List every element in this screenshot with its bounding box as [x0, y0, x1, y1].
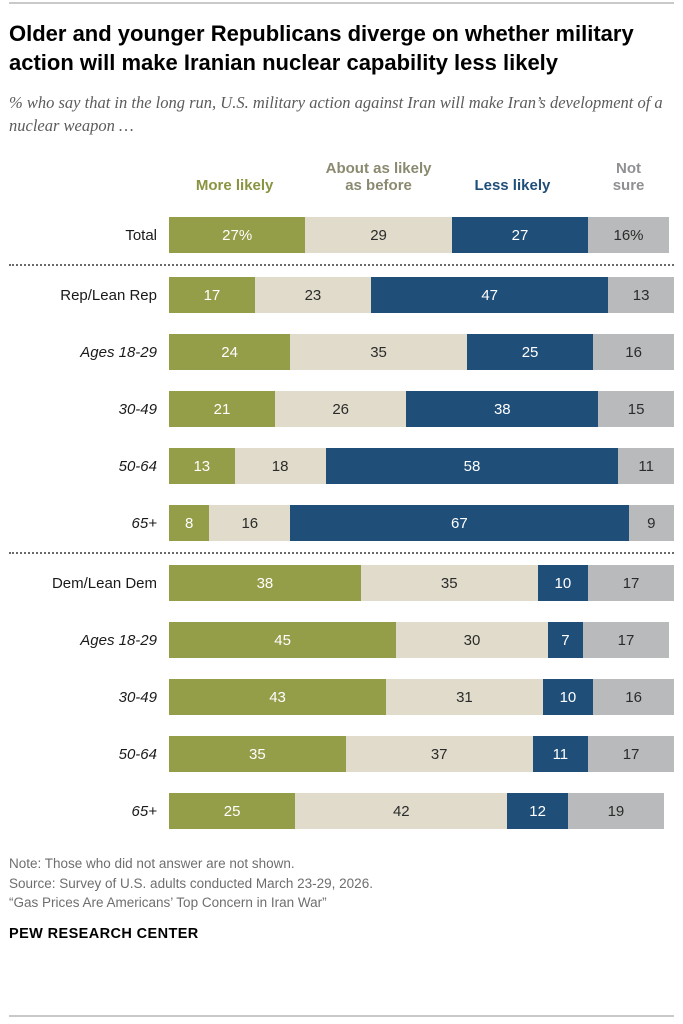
- bar-track: 27% 29 27 16%: [169, 217, 674, 254]
- chart-row: 65+ 25 42 12 19: [9, 793, 674, 830]
- bar-segment-more-likely: 8: [169, 505, 210, 542]
- bar-track: 24 35 25 16: [169, 334, 674, 371]
- row-label: 30-49: [118, 688, 157, 706]
- bar-segment-not-sure: 19: [567, 793, 664, 830]
- legend-more-likely: More likely: [195, 177, 274, 195]
- chart-row: Rep/Lean Rep 17 23 47 13: [9, 277, 674, 314]
- bar-segment-about-as-likely-as-before: 35: [290, 334, 467, 371]
- bar-segment-less-likely: 38: [406, 391, 599, 428]
- chart-rows: Total 27% 29 27 16% Rep/Lean Rep 17 23 47 13 Ages …: [9, 217, 674, 850]
- bar-segment-about-as-likely-as-before: 29: [305, 217, 452, 254]
- row-label: 65+: [131, 514, 157, 532]
- bar-segment-more-likely: 25: [169, 793, 296, 830]
- bar-segment-more-likely: 13: [169, 448, 235, 485]
- chart-notes: Note: Those who did not answer are not s…: [9, 854, 674, 913]
- bar-segment-about-as-likely-as-before: 23: [254, 277, 371, 314]
- chart-row: Ages 18-29 45 30 7 17: [9, 622, 674, 659]
- bar-segment-not-sure: 9: [628, 505, 674, 542]
- bar-segment-about-as-likely-as-before: 31: [386, 679, 543, 716]
- bar-segment-less-likely: 58: [325, 448, 619, 485]
- chart-title: Older and younger Republicans diverge on…: [9, 21, 634, 76]
- bar-segment-not-sure: 16: [593, 334, 674, 371]
- chart-row: 50-64 13 18 58 11: [9, 448, 674, 485]
- bar-segment-more-likely: 43: [169, 679, 387, 716]
- bar-segment-about-as-likely-as-before: 30: [396, 622, 548, 659]
- chart-row: Total 27% 29 27 16%: [9, 217, 674, 254]
- section-divider: [9, 552, 674, 555]
- bar-track: 43 31 10 16: [169, 679, 674, 716]
- row-label: Ages 18-29: [80, 631, 157, 649]
- legend-not-sure: Not sure: [612, 159, 645, 195]
- bar-segment-more-likely: 21: [169, 391, 276, 428]
- bar-segment-less-likely: 47: [370, 277, 609, 314]
- bar-segment-less-likely: 7: [547, 622, 584, 659]
- bar-track: 21 26 38 15: [169, 391, 674, 428]
- chart-row: 65+ 8 16 67 9: [9, 505, 674, 542]
- column-headers: More likely About as likely as before Le…: [169, 149, 674, 195]
- bar-track: 25 42 12 19: [169, 793, 674, 830]
- bar-segment-less-likely: 11: [532, 736, 589, 773]
- bar-segment-more-likely: 35: [169, 736, 346, 773]
- bar-segment-about-as-likely-as-before: 18: [234, 448, 326, 485]
- row-label: Total: [125, 226, 157, 244]
- chart-row: 50-64 35 37 11 17: [9, 736, 674, 773]
- row-label: 30-49: [118, 400, 157, 418]
- bottom-rule: [9, 1015, 674, 1017]
- bar-segment-not-sure: 17: [588, 565, 674, 602]
- chart-row: 30-49 21 26 38 15: [9, 391, 674, 428]
- report-title-text: “Gas Prices Are Americans’ Top Concern i…: [9, 895, 327, 911]
- bar-segment-not-sure: 11: [618, 448, 674, 485]
- chart-subtitle: % who say that in the long run, U.S. mil…: [9, 92, 663, 135]
- row-label: Dem/Lean Dem: [51, 574, 157, 592]
- chart-row: 30-49 43 31 10 16: [9, 679, 674, 716]
- row-label: 65+: [131, 802, 157, 820]
- bar-segment-less-likely: 67: [290, 505, 629, 542]
- bar-track: 35 37 11 17: [169, 736, 674, 773]
- bar-segment-more-likely: 38: [169, 565, 361, 602]
- bar-track: 45 30 7 17: [169, 622, 674, 659]
- bar-track: 8 16 67 9: [169, 505, 674, 542]
- bar-segment-more-likely: 45: [169, 622, 397, 659]
- legend-about-as-likely: About as likely as before: [325, 159, 432, 195]
- row-label: Ages 18-29: [80, 343, 157, 361]
- bar-segment-less-likely: 27: [451, 217, 589, 254]
- bar-segment-about-as-likely-as-before: 35: [360, 565, 538, 602]
- source-text: Source: Survey of U.S. adults conducted …: [9, 875, 373, 891]
- chart-row: Dem/Lean Dem 38 35 10 17: [9, 565, 674, 602]
- bar-segment-less-likely: 10: [537, 565, 589, 602]
- bar-segment-not-sure: 16%: [588, 217, 669, 254]
- bar-segment-not-sure: 17: [588, 736, 674, 773]
- top-rule: [9, 2, 674, 4]
- bar-segment-not-sure: 17: [583, 622, 669, 659]
- row-label: 50-64: [118, 457, 157, 475]
- bar-segment-less-likely: 10: [542, 679, 594, 716]
- bar-segment-not-sure: 13: [608, 277, 674, 314]
- bar-segment-less-likely: 25: [466, 334, 594, 371]
- legend-less-likely: Less likely: [474, 177, 551, 195]
- row-label: Rep/Lean Rep: [60, 286, 157, 304]
- bar-segment-about-as-likely-as-before: 26: [275, 391, 407, 428]
- pew-research-center-footer: PEW RESEARCH CENTER: [9, 926, 199, 943]
- bar-segment-more-likely: 27%: [169, 217, 306, 254]
- bar-track: 17 23 47 13: [169, 277, 674, 314]
- bar-segment-more-likely: 24: [169, 334, 291, 371]
- row-label: 50-64: [118, 745, 157, 763]
- bar-segment-more-likely: 17: [169, 277, 255, 314]
- bar-segment-not-sure: 15: [598, 391, 674, 428]
- bar-track: 38 35 10 17: [169, 565, 674, 602]
- chart-row: Ages 18-29 24 35 25 16: [9, 334, 674, 371]
- section-divider: [9, 264, 674, 267]
- bar-segment-about-as-likely-as-before: 37: [345, 736, 533, 773]
- bar-segment-less-likely: 12: [507, 793, 568, 830]
- bar-track: 13 18 58 11: [169, 448, 674, 485]
- note-text: Note: Those who did not answer are not s…: [9, 856, 295, 872]
- bar-segment-about-as-likely-as-before: 42: [295, 793, 508, 830]
- bar-segment-about-as-likely-as-before: 16: [209, 505, 291, 542]
- bar-segment-not-sure: 16: [593, 679, 674, 716]
